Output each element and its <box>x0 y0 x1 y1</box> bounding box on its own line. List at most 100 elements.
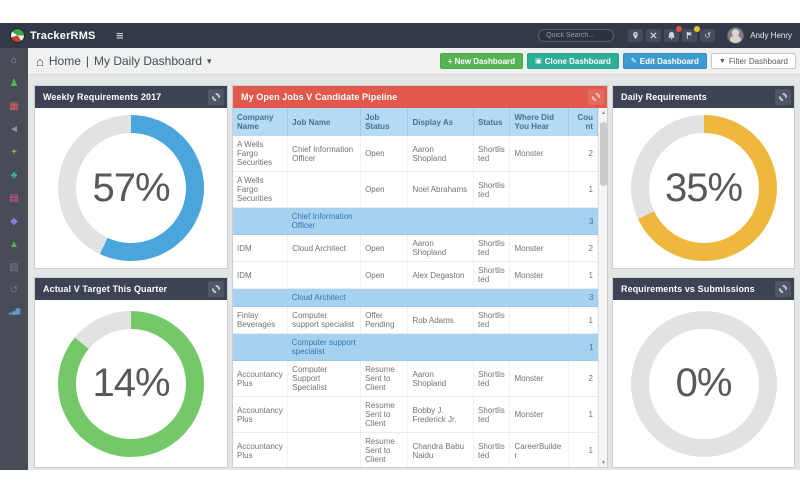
breadcrumb-separator: | <box>85 54 89 68</box>
tools-icon[interactable] <box>646 29 662 42</box>
scroll-up-icon[interactable]: ▲ <box>601 109 606 116</box>
panel-header: Actual V Target This Quarter <box>35 278 227 300</box>
top-navbar: TrackerRMS ≡ ↺ Andy Henry <box>0 23 800 48</box>
sidebar-item-people[interactable]: ♟ <box>9 78 19 89</box>
gauge-value: 57% <box>92 165 170 210</box>
sidebar-item-add[interactable]: + <box>11 147 17 158</box>
panel-requirements-vs-submissions: Requirements vs Submissions 0% <box>612 277 795 468</box>
breadcrumb[interactable]: ⌂ Home | My Daily Dashboard ▾ <box>36 54 212 69</box>
table-row[interactable]: IDM Open Alex Degaston Shortlisted Monster 1 <box>233 261 599 289</box>
gauge-value: 14% <box>92 361 170 405</box>
pipeline-table-body: A Wells Fargo Securities Chief Informatio… <box>233 136 599 467</box>
table-row[interactable]: Finlay Beverages Computer support special… <box>233 306 599 334</box>
table-row[interactable]: Accountancy Plus Resume Sent to Client Bob… <box>233 396 599 433</box>
donut-chart-reqsub: 0% <box>630 310 777 457</box>
gear-icon[interactable] <box>208 89 224 105</box>
app-window: TrackerRMS ≡ ↺ Andy Henry ⌂ ♟ ▦ ◄ <box>0 23 800 470</box>
panel-header: Requirements vs Submissions <box>613 278 794 300</box>
filter-dashboard-button[interactable]: ▼ Filter Dashboard <box>710 53 796 69</box>
donut-chart-actual: 14% <box>58 310 204 457</box>
column-header[interactable]: Job Status <box>360 108 409 136</box>
panel-weekly-requirements: Weekly Requirements 2017 57% <box>34 85 228 269</box>
table-row[interactable]: A Wells Fargo Securities Open Noel Abraham… <box>233 171 599 208</box>
navbar-icon-group: ↺ <box>628 26 716 42</box>
panel-header: My Open Jobs V Candidate Pipeline <box>233 86 607 108</box>
flag-icon[interactable] <box>682 26 701 42</box>
flag-badge <box>694 26 701 32</box>
new-dashboard-button[interactable]: + New Dashboard <box>439 53 524 69</box>
scrollbar-thumb[interactable] <box>600 122 607 186</box>
home-icon: ⌂ <box>36 53 44 69</box>
globe-logo-icon <box>10 28 25 43</box>
sidebar-item-history[interactable]: ↺ <box>9 285 19 296</box>
panel-title: Daily Requirements <box>621 92 707 102</box>
quick-search-input[interactable] <box>538 29 615 42</box>
pipeline-table-wrap: Company Name Job Name Job Status Display As… <box>233 108 607 467</box>
gauge-value: 35% <box>664 165 743 210</box>
brand-logo[interactable]: TrackerRMS <box>10 28 106 43</box>
sidebar-item-campaigns[interactable]: ◄ <box>9 124 19 135</box>
column-header[interactable]: Display As <box>407 108 475 136</box>
pin-icon[interactable] <box>628 29 644 42</box>
table-row[interactable]: A Wells Fargo Securities Chief Informatio… <box>233 136 599 172</box>
pencil-icon: ✎ <box>630 58 637 65</box>
panel-actual-v-target: Actual V Target This Quarter 14% <box>34 277 228 468</box>
summary-row[interactable]: Computer support specialist 1 <box>233 333 598 361</box>
table-scrollbar[interactable]: ▲ ▼ <box>598 108 607 467</box>
panel-pipeline: My Open Jobs V Candidate Pipeline Compan… <box>232 85 608 468</box>
panel-title: Actual V Target This Quarter <box>43 284 168 294</box>
menu-toggle-icon[interactable]: ≡ <box>116 28 124 43</box>
clone-dashboard-button[interactable]: ▣ Clone Dashboard <box>527 53 619 69</box>
sidebar-item-calendar[interactable]: ▦ <box>9 101 19 112</box>
gear-icon[interactable] <box>588 89 604 105</box>
donut-chart-daily: 35% <box>630 115 777 261</box>
column-header[interactable]: Company Name <box>233 108 289 136</box>
dashboard-content: Weekly Requirements 2017 57% Actual V Ta… <box>28 75 800 470</box>
gear-icon[interactable] <box>775 89 791 105</box>
pipeline-table: Company Name Job Name Job Status Display As… <box>233 108 599 467</box>
pipeline-table-header-row: Company Name Job Name Job Status Display As… <box>233 108 599 136</box>
sidebar-item-reports[interactable]: ▂▄▇ <box>8 309 21 315</box>
table-row[interactable]: Accountancy Plus Resume Sent to Client Cha… <box>233 432 599 467</box>
clone-icon: ▣ <box>535 58 542 65</box>
column-header[interactable]: Count <box>568 108 599 136</box>
breadcrumb-bar: ⌂ Home | My Daily Dashboard ▾ + New Dash… <box>28 48 800 75</box>
panel-header: Weekly Requirements 2017 <box>35 86 227 108</box>
panel-header: Daily Requirements <box>613 86 794 108</box>
sidebar-item-lists[interactable]: ▤ <box>9 193 19 204</box>
gear-icon[interactable] <box>775 281 791 297</box>
sidebar-item-library[interactable]: ▨ <box>9 262 19 273</box>
column-header[interactable]: Status <box>473 108 511 136</box>
dashboard-actions: + New Dashboard ▣ Clone Dashboard ✎ Edit D… <box>439 53 796 69</box>
table-row[interactable]: IDM Cloud Architect Open Aaron Shopland Shor… <box>233 234 599 262</box>
history-icon[interactable]: ↺ <box>700 29 716 42</box>
brand-name: TrackerRMS <box>30 29 96 42</box>
panel-title: Requirements vs Submissions <box>621 284 755 294</box>
sidebar-item-home[interactable]: ⌂ <box>10 55 18 66</box>
summary-row[interactable]: Chief Information Officer 3 <box>233 207 598 235</box>
gear-icon[interactable] <box>208 281 224 297</box>
gauge-value: 0% <box>675 361 733 405</box>
table-row[interactable]: Accountancy Plus Computer Support Special… <box>233 360 599 397</box>
user-avatar[interactable] <box>727 27 745 44</box>
bell-icon[interactable] <box>664 26 683 42</box>
panel-daily-requirements: Daily Requirements 35% <box>612 85 795 269</box>
summary-row[interactable]: Cloud Architect 3 <box>233 288 598 307</box>
sidebar-item-tags[interactable]: ◆ <box>10 216 18 227</box>
panel-title: My Open Jobs V Candidate Pipeline <box>241 92 398 102</box>
user-name[interactable]: Andy Henry <box>750 31 792 40</box>
column-header[interactable]: Job Name <box>287 108 362 136</box>
sidebar-item-goals[interactable]: ♣ <box>10 170 18 181</box>
edit-dashboard-button[interactable]: ✎ Edit Dashboard <box>622 53 707 69</box>
column-header[interactable]: Where Did You Hear <box>509 108 569 136</box>
scroll-down-icon[interactable]: ▼ <box>601 459 606 466</box>
donut-chart-weekly: 57% <box>58 115 204 261</box>
sidebar-item-analytics[interactable]: ▲ <box>9 239 19 250</box>
panel-title: Weekly Requirements 2017 <box>43 92 162 102</box>
sidebar: ⌂ ♟ ▦ ◄ + ♣ ▤ ◆ ▲ ▨ ↺ ▂▄▇ <box>0 48 28 470</box>
filter-icon: ▼ <box>718 57 726 65</box>
dashboard-title[interactable]: My Daily Dashboard <box>94 54 203 68</box>
chevron-down-icon[interactable]: ▾ <box>207 55 212 66</box>
notification-badge <box>676 26 683 32</box>
breadcrumb-home-label[interactable]: Home <box>48 54 81 68</box>
